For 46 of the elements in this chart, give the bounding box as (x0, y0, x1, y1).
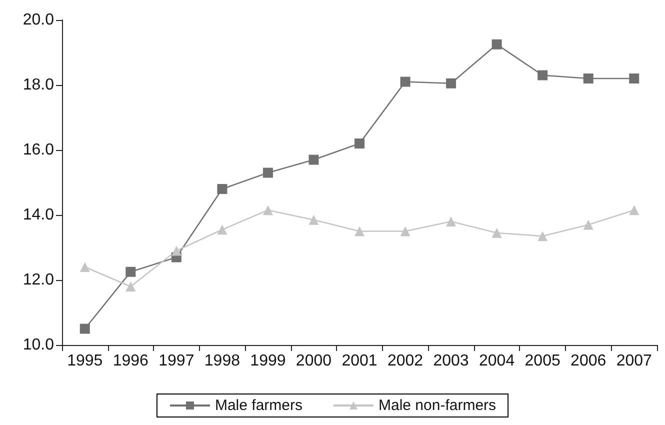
point (538, 70, 548, 80)
legend-label: Male non-farmers (378, 397, 496, 414)
x-tick-label: 2005 (524, 352, 560, 370)
point (171, 246, 182, 256)
x-tick-label: 2002 (387, 352, 424, 370)
x-tick-label: 1997 (158, 352, 194, 370)
x-tick-label: 2007 (616, 352, 652, 370)
point (446, 216, 456, 226)
point (446, 78, 456, 88)
x-tick-label: 1995 (67, 352, 103, 370)
y-tick-label: 12.0 (22, 272, 54, 288)
point (583, 74, 594, 84)
point (400, 226, 410, 236)
x-tick-label: 2001 (342, 352, 378, 370)
x-tick-label: 1999 (250, 352, 286, 370)
point (400, 76, 410, 87)
point (538, 231, 548, 242)
x-tick-label: 1998 (204, 352, 240, 370)
y-tick-label: 10.0 (22, 336, 54, 354)
x-tick-label: 1996 (112, 352, 149, 370)
point (629, 74, 640, 84)
point (354, 138, 364, 148)
point (126, 282, 136, 292)
y-tick-label: 18.0 (22, 76, 54, 94)
x-tick-label: 2000 (296, 352, 332, 370)
y-tick-label: 16.0 (22, 142, 54, 158)
point (126, 266, 136, 277)
point (583, 220, 594, 230)
point (308, 154, 319, 165)
legend-label: Male farmers (214, 397, 303, 414)
point (308, 214, 319, 225)
point (262, 168, 273, 178)
point (492, 228, 502, 238)
point (629, 205, 640, 216)
point (217, 184, 228, 194)
x-tick-label: 2003 (433, 352, 469, 370)
point (80, 262, 90, 272)
point (80, 324, 90, 334)
point (262, 205, 273, 216)
y-tick-label: 14.0 (22, 206, 54, 224)
point (354, 226, 364, 236)
x-tick-label: 2006 (570, 352, 606, 370)
x-tick-label: 2004 (479, 352, 515, 370)
point (217, 224, 228, 235)
y-tick-label: 20.0 (22, 12, 54, 28)
point (492, 39, 502, 50)
